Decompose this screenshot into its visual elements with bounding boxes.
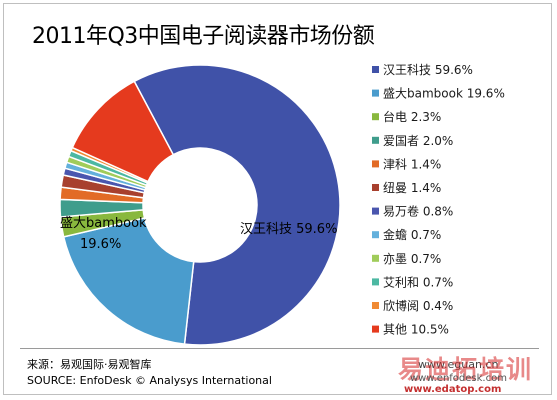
- legend-swatch-9: [372, 278, 379, 286]
- legend-label-4: 津科 1.4%: [383, 157, 441, 171]
- slice-labels: 汉王科技 59.6% 盛大bambook 19.6%: [60, 216, 337, 252]
- legend-label-5: 纽曼 1.4%: [383, 181, 441, 195]
- footer-divider: [20, 348, 539, 349]
- source-cn: 来源：易观国际·易观智库: [27, 358, 152, 371]
- legend-swatch-0: [372, 66, 379, 73]
- source-en: SOURCE: EnfoDesk © Analysys Internationa…: [27, 374, 272, 387]
- legend: 汉王科技 59.6% 盛大bambook 19.6% 台电 2.3% 爱国者 2.0%…: [372, 63, 505, 337]
- legend-swatch-10: [372, 302, 379, 309]
- legend-swatch-1: [372, 89, 379, 97]
- legend-swatch-7: [372, 231, 379, 239]
- legend-label-3: 爱国者 2.0%: [383, 134, 453, 148]
- legend-swatch-11: [372, 325, 379, 333]
- watermark-url-1: www.enfodesk.com: [410, 373, 507, 384]
- site-url: www.eguan.cn: [418, 358, 499, 371]
- slice-data-label-0-line1: 汉王科技 59.6%: [240, 222, 337, 237]
- legend-label-11: 其他 10.5%: [383, 323, 449, 337]
- legend-swatch-2: [372, 113, 379, 121]
- donut-slice-0: [133, 64, 341, 346]
- legend-label-9: 艾利和 0.7%: [383, 275, 453, 289]
- legend-label-0: 汉王科技 59.6%: [383, 63, 473, 77]
- legend-label-6: 易万卷 0.8%: [383, 204, 453, 219]
- legend-label-1: 盛大bambook 19.6%: [383, 86, 505, 101]
- chart-title: 2011年Q3中国电子阅读器市场份额: [32, 24, 375, 49]
- legend-label-7: 金蟾 0.7%: [383, 227, 441, 242]
- legend-swatch-5: [372, 184, 379, 191]
- legend-swatch-3: [372, 136, 379, 144]
- legend-label-2: 台电 2.3%: [383, 109, 441, 124]
- legend-swatch-6: [372, 207, 379, 215]
- watermark-url-2: www.edatop.com: [404, 384, 502, 395]
- donut-slice-1: [62, 217, 195, 345]
- legend-label-10: 欣博阅 0.4%: [383, 298, 453, 313]
- donut-slice-11: [71, 80, 175, 183]
- slice-data-label-1-line1: 盛大bambook: [60, 216, 147, 231]
- legend-label-8: 亦墨 0.7%: [383, 251, 441, 266]
- watermark-text: 易迪拓培训: [398, 355, 534, 384]
- slice-data-label-1-line2: 19.6%: [80, 237, 121, 252]
- donut-slices: [59, 64, 341, 346]
- legend-swatch-4: [372, 160, 379, 168]
- legend-swatch-8: [372, 254, 379, 262]
